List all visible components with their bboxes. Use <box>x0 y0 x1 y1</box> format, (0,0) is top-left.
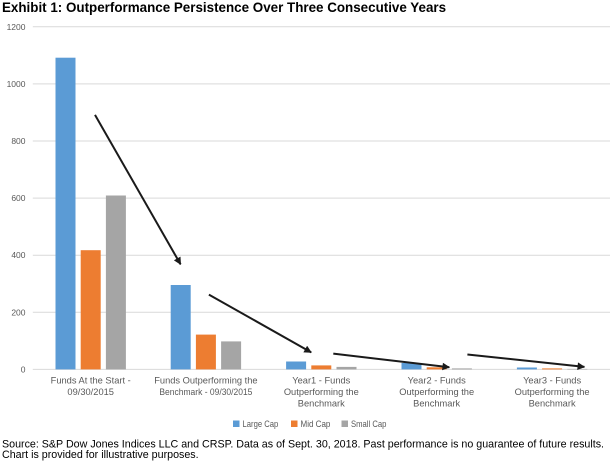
svg-text:200: 200 <box>11 307 25 317</box>
svg-text:09/30/2015: 09/30/2015 <box>67 387 114 397</box>
svg-text:Funds At the Start -: Funds At the Start - <box>51 376 131 386</box>
svg-text:Exhibit 1: Outperformance Pers: Exhibit 1: Outperformance Persistence Ov… <box>2 0 446 15</box>
svg-text:Source: S&P Dow Jones Indices: Source: S&P Dow Jones Indices LLC and CR… <box>2 438 604 450</box>
svg-text:Large Cap: Large Cap <box>243 419 279 429</box>
svg-text:Outperforming the: Outperforming the <box>515 387 590 397</box>
svg-text:Benchmark - 09/30/2015: Benchmark - 09/30/2015 <box>159 387 252 397</box>
svg-text:Mid Cap: Mid Cap <box>301 419 331 429</box>
svg-text:Chart is provided for illustra: Chart is provided for illustrative purpo… <box>2 449 199 461</box>
svg-text:Year2 - Funds: Year2 - Funds <box>408 376 466 386</box>
svg-text:600: 600 <box>11 193 25 203</box>
svg-text:Small Cap: Small Cap <box>351 419 386 429</box>
svg-text:Year1 - Funds: Year1 - Funds <box>292 376 350 386</box>
svg-text:1000: 1000 <box>7 79 26 89</box>
svg-text:Year3 - Funds: Year3 - Funds <box>523 376 581 386</box>
svg-text:Benchmark: Benchmark <box>298 398 345 408</box>
svg-text:Funds Outperforming the: Funds Outperforming the <box>154 376 257 386</box>
svg-text:0: 0 <box>21 364 26 374</box>
svg-text:1200: 1200 <box>7 22 26 32</box>
svg-text:Outperforming the: Outperforming the <box>399 387 474 397</box>
svg-text:Benchmark: Benchmark <box>529 398 576 408</box>
svg-text:800: 800 <box>11 136 25 146</box>
svg-text:Outperforming the: Outperforming the <box>284 387 359 397</box>
svg-text:Benchmark: Benchmark <box>413 398 460 408</box>
svg-text:400: 400 <box>11 250 25 260</box>
